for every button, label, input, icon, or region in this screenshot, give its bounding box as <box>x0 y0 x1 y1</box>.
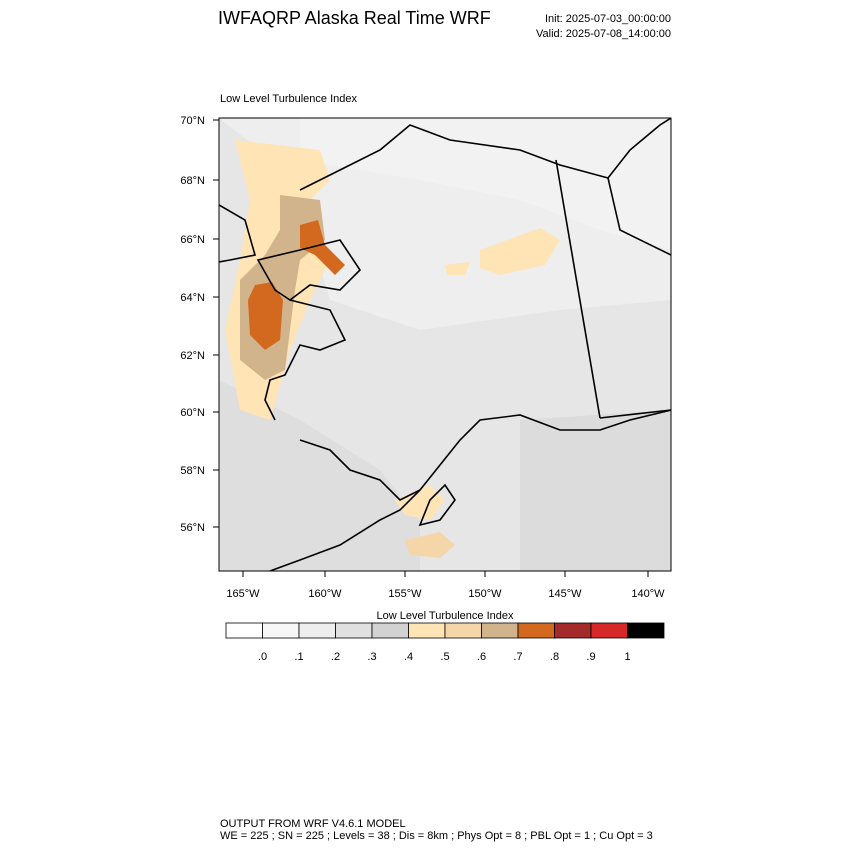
title: IWFAQRP Alaska Real Time WRF <box>218 8 491 28</box>
lon-label: 155°W <box>388 588 422 600</box>
lon-label: 145°W <box>548 588 582 600</box>
colorbar-label: .2 <box>331 651 340 663</box>
lat-label: 62°N <box>180 350 205 362</box>
colorbar-label: .7 <box>513 651 522 663</box>
map-title: Low Level Turbulence Index <box>220 93 357 105</box>
colorbar-label: .5 <box>440 651 449 663</box>
colorbar-box <box>408 622 446 639</box>
colorbar-label: .6 <box>477 651 486 663</box>
colorbar-box <box>444 622 482 639</box>
lat-label: 56°N <box>180 522 205 534</box>
colorbar-box <box>627 622 665 639</box>
lon-label: 140°W <box>631 588 665 600</box>
colorbar-box <box>298 622 336 639</box>
colorbar-box <box>335 622 373 639</box>
lat-labels: 70°N 68°N 66°N 64°N 62°N 60°N 58°N 56°N <box>180 115 219 534</box>
colorbar-label: 1 <box>624 651 630 663</box>
colorbar-title: Low Level Turbulence Index <box>377 610 514 622</box>
colorbar-box <box>590 622 628 639</box>
colorbar-box <box>517 622 555 639</box>
lat-label: 58°N <box>180 465 205 477</box>
map-frame <box>218 117 672 572</box>
colorbar-box <box>554 622 592 639</box>
colorbar-box <box>371 622 409 639</box>
footer-line1: OUTPUT FROM WRF V4.6.1 MODEL <box>220 818 406 830</box>
footer-line2: WE = 225 ; SN = 225 ; Levels = 38 ; Dis … <box>220 830 653 842</box>
lon-label: 160°W <box>308 588 342 600</box>
init-time: Init: 2025-07-03_00:00:00 <box>545 13 671 25</box>
lon-labels: 165°W 160°W 155°W 150°W 145°W 140°W <box>226 571 665 600</box>
valid-time: Valid: 2025-07-08_14:00:00 <box>536 28 671 40</box>
lat-label: 64°N <box>180 292 205 304</box>
colorbar-label: .3 <box>367 651 376 663</box>
colorbar-label: .1 <box>294 651 303 663</box>
colorbar-box <box>262 622 300 639</box>
lat-label: 60°N <box>180 407 205 419</box>
colorbar-label: .9 <box>586 651 595 663</box>
colorbar-box <box>225 622 263 639</box>
colorbar-box <box>481 622 519 639</box>
colorbar-label: .8 <box>550 651 559 663</box>
map <box>219 118 671 571</box>
lat-label: 70°N <box>180 115 205 127</box>
colorbar: .0 .1 .2 .3 .4 .5 .6 .7 .8 .9 1 <box>225 622 665 663</box>
lon-label: 165°W <box>226 588 260 600</box>
lat-label: 66°N <box>180 234 205 246</box>
lon-label: 150°W <box>468 588 502 600</box>
colorbar-label: .0 <box>258 651 267 663</box>
colorbar-label: .4 <box>404 651 413 663</box>
lat-label: 68°N <box>180 175 205 187</box>
